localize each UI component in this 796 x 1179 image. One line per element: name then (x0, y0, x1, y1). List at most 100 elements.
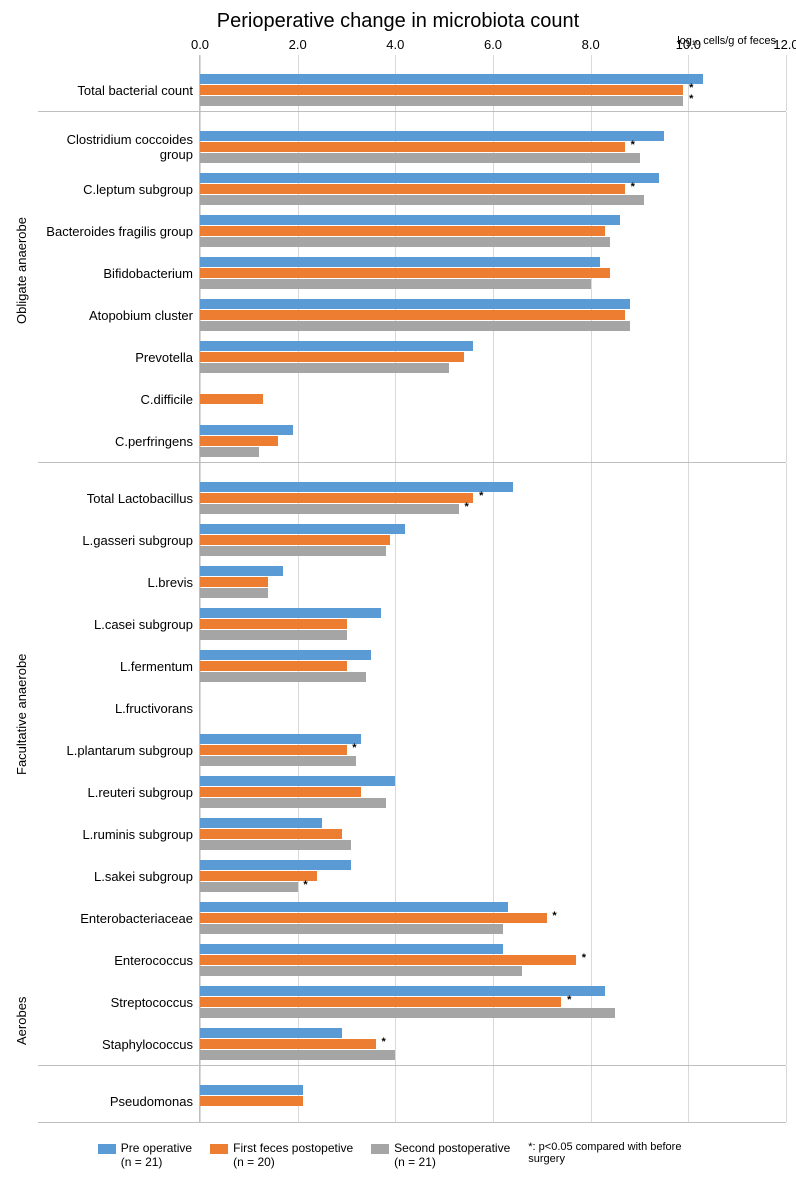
bar-first: * (200, 913, 547, 923)
row-label: L.ruminis subgroup (38, 813, 200, 855)
bar-second (200, 756, 356, 766)
row-group: Clostridium coccoides group*C.leptum sub… (38, 112, 786, 463)
bars-cell: * (200, 168, 786, 210)
bar-first: * (200, 493, 473, 503)
row-group: Total bacterial count** (38, 55, 786, 112)
bar-pre (200, 650, 371, 660)
bar-pre (200, 608, 381, 618)
data-row: Staphylococcus* (38, 1023, 786, 1065)
row-label: Clostridium coccoides group (38, 126, 200, 168)
bars-cell (200, 603, 786, 645)
bars-cell: * (200, 939, 786, 981)
data-row: L.fructivorans (38, 687, 786, 729)
data-row: L.plantarum subgroup* (38, 729, 786, 771)
bar-pre (200, 341, 473, 351)
rows-container: Total bacterial count**Clostridium cocco… (38, 55, 786, 1123)
legend: Pre operative(n = 21)First feces postope… (10, 1141, 786, 1169)
significance-marker: * (552, 910, 556, 922)
bar-first (200, 535, 390, 545)
data-row: L.ruminis subgroup (38, 813, 786, 855)
data-row: L.casei subgroup (38, 603, 786, 645)
bar-second (200, 447, 259, 457)
bars-cell (200, 210, 786, 252)
bar-second (200, 924, 503, 934)
data-row: Atopobium cluster (38, 294, 786, 336)
bars-cell (200, 420, 786, 462)
row-group: Pseudomonas (38, 1066, 786, 1123)
bars-cell: * (200, 855, 786, 897)
bars-cell: * (200, 126, 786, 168)
bar-second (200, 363, 449, 373)
bar-first (200, 436, 278, 446)
row-label: L.reuteri subgroup (38, 771, 200, 813)
significance-marker: * (465, 501, 469, 513)
row-label: L.plantarum subgroup (38, 729, 200, 771)
bar-pre (200, 74, 703, 84)
bar-pre (200, 1028, 342, 1038)
bar-second (200, 840, 351, 850)
bars-cell (200, 645, 786, 687)
bar-first: * (200, 85, 683, 95)
bar-pre (200, 902, 508, 912)
bar-first: * (200, 1039, 376, 1049)
legend-swatch (98, 1144, 116, 1154)
legend-swatch (371, 1144, 389, 1154)
bar-pre (200, 776, 395, 786)
bar-first: * (200, 184, 625, 194)
bar-second: * (200, 96, 683, 106)
bars-cell (200, 336, 786, 378)
bar-pre (200, 566, 283, 576)
bar-pre (200, 860, 351, 870)
data-row: Total bacterial count** (38, 69, 786, 111)
bar-second (200, 798, 386, 808)
bar-first (200, 394, 263, 404)
row-label: Total bacterial count (38, 69, 200, 111)
significance-marker: * (382, 1036, 386, 1048)
x-axis-header: log₁₀ cells/g of feces 0.02.04.06.08.010… (10, 37, 786, 55)
bar-first (200, 787, 361, 797)
bars-cell: * (200, 1023, 786, 1065)
significance-marker: * (582, 952, 586, 964)
significance-marker: * (631, 139, 635, 151)
data-row: C.difficile (38, 378, 786, 420)
x-tick: 6.0 (484, 37, 502, 52)
row-label: C.perfringens (38, 420, 200, 462)
row-label: L.brevis (38, 561, 200, 603)
group-label: Obligate anaerobe (14, 108, 29, 434)
bar-second (200, 966, 522, 976)
row-label: Enterobacteriaceae (38, 897, 200, 939)
bar-first (200, 577, 268, 587)
group-axis-labels: Obligate anaerobeFacultative anaerobeAer… (10, 55, 38, 1123)
bars-cell (200, 771, 786, 813)
legend-item: Second postoperative(n = 21) (371, 1141, 510, 1169)
significance-marker: * (567, 994, 571, 1006)
significance-marker: * (689, 93, 693, 105)
bars-cell (200, 561, 786, 603)
bar-first: * (200, 955, 576, 965)
row-label: L.fructivorans (38, 687, 200, 729)
x-tick: 8.0 (582, 37, 600, 52)
x-tick: 10.0 (676, 37, 701, 52)
x-tick: 0.0 (191, 37, 209, 52)
bar-second (200, 153, 640, 163)
bars-cell (200, 294, 786, 336)
bar-first: * (200, 745, 347, 755)
data-row: Clostridium coccoides group * (38, 126, 786, 168)
bar-first (200, 619, 347, 629)
data-row: C.leptum subgroup* (38, 168, 786, 210)
row-label: Streptococcus (38, 981, 200, 1023)
bar-pre (200, 734, 361, 744)
legend-item: First feces postopetive(n = 20) (210, 1141, 353, 1169)
row-label: C.leptum subgroup (38, 168, 200, 210)
bar-pre (200, 215, 620, 225)
row-label: Total Lactobacillus (38, 477, 200, 519)
bar-pre (200, 1085, 303, 1095)
bar-pre (200, 131, 664, 141)
bar-pre (200, 524, 405, 534)
bar-pre (200, 299, 630, 309)
row-label: Bacteroides fragilis group (38, 210, 200, 252)
bar-first (200, 829, 342, 839)
data-row: Bifidobacterium (38, 252, 786, 294)
bar-second (200, 279, 591, 289)
row-label: Bifidobacterium (38, 252, 200, 294)
